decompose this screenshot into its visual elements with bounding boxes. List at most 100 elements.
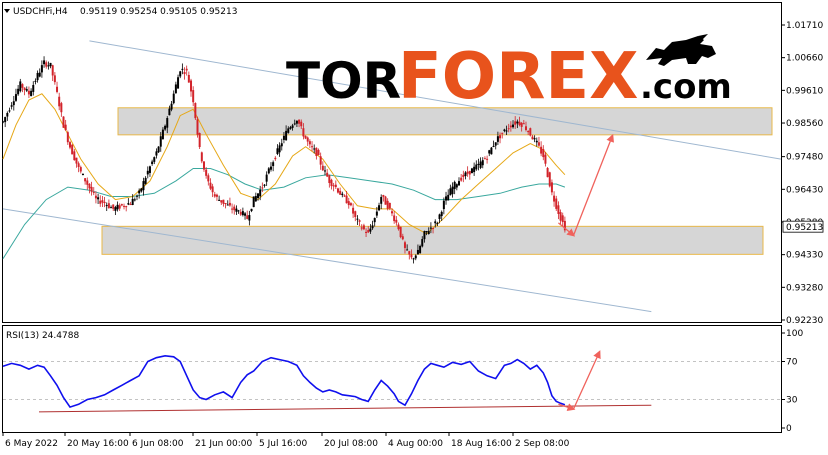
candle-body bbox=[343, 195, 346, 197]
candle-body bbox=[330, 179, 333, 187]
candle-body bbox=[123, 205, 126, 207]
candle-body bbox=[200, 152, 203, 162]
candle-body bbox=[164, 125, 167, 130]
candle-body bbox=[114, 207, 117, 211]
time-axis: 6 May 2022 20 May 16:00 6 Jun 08:00 21 Jun … bbox=[2, 432, 570, 449]
candle-body bbox=[27, 90, 30, 95]
candle-body bbox=[287, 128, 290, 133]
candle-body bbox=[449, 188, 452, 196]
candle-body bbox=[360, 227, 363, 229]
candle-body bbox=[138, 190, 141, 194]
candle-body bbox=[298, 119, 301, 124]
candle-body bbox=[168, 108, 171, 116]
candle-body bbox=[71, 144, 74, 155]
candle-body bbox=[267, 168, 270, 174]
channel-lower-line bbox=[2, 208, 652, 313]
candle-body bbox=[507, 128, 510, 130]
candle-body bbox=[410, 254, 413, 258]
candle-body bbox=[527, 130, 530, 133]
candle-body bbox=[103, 201, 106, 204]
candle-body bbox=[196, 119, 199, 135]
candle-body bbox=[460, 177, 463, 181]
candle-body bbox=[397, 224, 400, 230]
candle-body bbox=[8, 110, 11, 112]
candle-body bbox=[352, 207, 355, 214]
candle-body bbox=[503, 129, 506, 131]
candle-body bbox=[222, 199, 225, 204]
candle-body bbox=[75, 157, 78, 164]
candle-body bbox=[254, 196, 257, 202]
ohlc-values: 0.95119 0.95254 0.95105 0.95213 bbox=[80, 7, 237, 17]
zones-layer bbox=[101, 107, 773, 255]
rsi-layer bbox=[2, 350, 781, 413]
candle-body bbox=[125, 206, 128, 208]
candle-body bbox=[118, 205, 121, 209]
candle-body bbox=[561, 215, 564, 223]
candle-body bbox=[339, 190, 342, 195]
candle-body bbox=[32, 84, 35, 92]
candle-body bbox=[354, 211, 357, 218]
candle-body bbox=[492, 145, 495, 147]
candle-body bbox=[99, 200, 102, 204]
price-tick-label: 1.00660 bbox=[786, 54, 823, 64]
candle-body bbox=[278, 145, 281, 153]
candle-body bbox=[542, 149, 545, 158]
candle-body bbox=[62, 116, 65, 128]
candle-body bbox=[157, 146, 160, 153]
candle-body bbox=[432, 228, 435, 230]
candle-body bbox=[291, 125, 294, 128]
candle-body bbox=[2, 121, 4, 123]
candle-body bbox=[557, 205, 560, 214]
candle-body bbox=[544, 154, 547, 164]
candle-body bbox=[274, 157, 277, 160]
candle-body bbox=[304, 135, 307, 139]
candle-body bbox=[239, 211, 242, 215]
rsi-tick-label: 0 bbox=[786, 424, 792, 434]
candle-body bbox=[237, 210, 240, 212]
candle-body bbox=[512, 124, 515, 128]
candle-body bbox=[187, 74, 190, 83]
candle-body bbox=[142, 181, 145, 191]
candle-body bbox=[285, 130, 288, 141]
candle-body bbox=[391, 211, 393, 214]
candle-body bbox=[34, 80, 37, 82]
candle-body bbox=[226, 204, 229, 206]
candle-body bbox=[524, 126, 527, 130]
candle-body bbox=[447, 194, 450, 201]
candle-body bbox=[540, 146, 543, 154]
price-axis: 1.01710 1.00660 0.99610 0.98560 0.97480 0.964… bbox=[781, 21, 823, 326]
candle-body bbox=[455, 184, 458, 188]
candle-body bbox=[140, 188, 143, 192]
candle-body bbox=[421, 239, 424, 247]
candle-body bbox=[371, 225, 374, 229]
candle-body bbox=[408, 251, 411, 255]
candle-body bbox=[533, 138, 536, 140]
candle-body bbox=[88, 183, 91, 189]
candle-body bbox=[276, 148, 279, 154]
rsi-tick-label: 30 bbox=[786, 396, 798, 406]
candle-body bbox=[518, 121, 521, 126]
candle-body bbox=[155, 151, 158, 156]
moving-averages-layer bbox=[2, 93, 566, 259]
candle-body bbox=[436, 223, 439, 225]
candle-body bbox=[38, 72, 41, 77]
last-price-marker: 0.95213 bbox=[782, 220, 824, 233]
candle-body bbox=[468, 170, 471, 175]
candle-body bbox=[127, 203, 130, 205]
candle-body bbox=[233, 206, 236, 211]
candle-body bbox=[501, 132, 504, 134]
candle-body bbox=[393, 215, 396, 222]
candle-body bbox=[77, 163, 80, 167]
logo-text-tor: TOR bbox=[286, 52, 401, 110]
candle-body bbox=[218, 199, 221, 201]
bull-icon bbox=[646, 34, 716, 66]
candle-body bbox=[300, 121, 303, 127]
candle-body bbox=[442, 200, 445, 210]
rsi-panel-frame bbox=[2, 325, 782, 433]
candle-body bbox=[241, 211, 244, 216]
candle-body bbox=[248, 215, 251, 221]
candle-body bbox=[97, 197, 100, 200]
candle-body bbox=[332, 185, 335, 187]
candle-body bbox=[457, 181, 460, 186]
